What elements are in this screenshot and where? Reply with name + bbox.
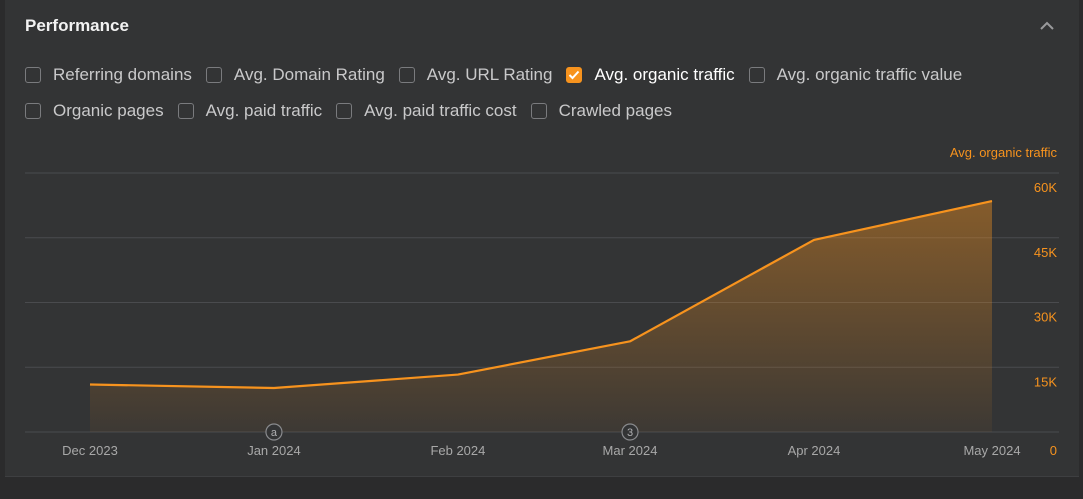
metric-toggles-row: Referring domains Avg. Domain Rating Avg. … xyxy=(25,64,1065,86)
series-area xyxy=(90,201,992,432)
x-tick-label: Mar 2024 xyxy=(603,443,658,458)
y-tick-label: 15K xyxy=(1034,374,1057,389)
x-tick-label: Feb 2024 xyxy=(430,443,485,458)
x-tick-label: Jan 2024 xyxy=(247,443,301,458)
y-axis-title: Avg. organic traffic xyxy=(950,145,1058,160)
metric-toggle-avg-domain-rating[interactable]: Avg. Domain Rating xyxy=(205,65,385,85)
annotation-marker xyxy=(621,423,639,441)
metric-toggle-avg-organic-traffic[interactable]: Avg. organic traffic xyxy=(566,65,735,85)
metric-toggle-avg-paid-traffic[interactable]: Avg. paid traffic xyxy=(177,101,323,121)
metric-label: Avg. paid traffic cost xyxy=(364,101,517,120)
checkbox[interactable] xyxy=(25,103,41,119)
metric-toggles: Referring domains Avg. Domain Rating Avg. … xyxy=(25,64,1065,136)
metric-toggles-row: Organic pages Avg. paid traffic Avg. paid … xyxy=(25,100,1065,122)
chevron-up-icon[interactable] xyxy=(1037,18,1057,32)
metric-label: Avg. organic traffic xyxy=(594,65,735,84)
metric-label: Avg. Domain Rating xyxy=(233,65,385,84)
x-tick-label: Dec 2023 xyxy=(62,443,118,458)
annotation-label: a xyxy=(271,427,278,439)
series-line xyxy=(89,199,993,390)
metric-toggle-avg-paid-traffic-cost[interactable]: Avg. paid traffic cost xyxy=(336,101,517,121)
annotation-marker xyxy=(265,423,283,441)
traffic-chart: 0 15K 30K 45K 60K Avg. organic traffic a 3 Dec 2… xyxy=(25,145,1059,458)
metric-toggle-referring-domains[interactable]: Referring domains xyxy=(25,65,192,85)
checkbox[interactable] xyxy=(748,67,765,83)
checkbox[interactable] xyxy=(205,67,222,83)
checkbox[interactable] xyxy=(530,103,547,119)
metric-label: Avg. organic traffic value xyxy=(776,65,963,84)
metric-toggle-avg-url-rating[interactable]: Avg. URL Rating xyxy=(398,65,553,85)
metric-toggle-organic-pages[interactable]: Organic pages xyxy=(25,101,164,121)
y-tick-label: 0 xyxy=(1050,443,1057,458)
annotation-label: 3 xyxy=(627,427,633,439)
metric-label: Avg. URL Rating xyxy=(426,65,553,84)
x-tick-label: May 2024 xyxy=(963,443,1020,458)
checkmark-icon xyxy=(569,70,580,80)
checkbox[interactable] xyxy=(398,67,415,83)
y-tick-label: 45K xyxy=(1034,245,1057,260)
metric-toggle-crawled-pages[interactable]: Crawled pages xyxy=(530,101,672,121)
performance-panel: Performance Referring domains Avg. Domain… xyxy=(5,0,1079,477)
checkbox[interactable] xyxy=(25,67,41,83)
panel-title: Performance xyxy=(25,16,129,35)
checkbox[interactable] xyxy=(177,103,194,119)
metric-label: Referring domains xyxy=(53,65,192,84)
y-tick-label: 60K xyxy=(1034,180,1057,195)
metric-label: Organic pages xyxy=(53,101,164,120)
x-tick-label: Apr 2024 xyxy=(788,443,841,458)
metric-label: Avg. paid traffic xyxy=(205,101,323,120)
checkbox[interactable] xyxy=(336,103,353,119)
y-tick-label: 30K xyxy=(1034,310,1057,325)
metric-label: Crawled pages xyxy=(558,101,672,120)
metric-toggle-avg-organic-traffic-value[interactable]: Avg. organic traffic value xyxy=(748,65,963,85)
checkbox-checked[interactable] xyxy=(566,67,583,83)
